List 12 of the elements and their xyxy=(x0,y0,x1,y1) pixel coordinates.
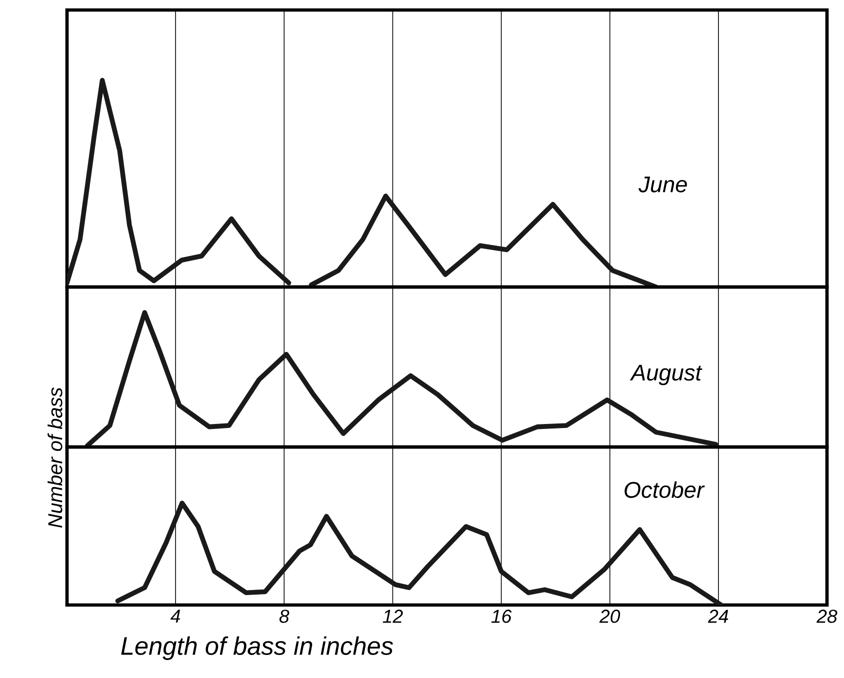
series-label: October xyxy=(624,481,705,498)
x-tick-label: 12 xyxy=(382,610,403,623)
x-tick-label: 8 xyxy=(279,610,290,623)
series-label: August xyxy=(630,364,702,386)
x-tick-label: 16 xyxy=(491,610,512,623)
x-tick-label: 20 xyxy=(599,610,620,623)
x-axis-title: Length of bass in inches xyxy=(121,636,394,660)
x-tick-label: 24 xyxy=(708,610,728,623)
text: June xyxy=(638,176,687,192)
x-tick-label: 28 xyxy=(816,610,838,623)
x-tick-label: 4 xyxy=(170,610,180,623)
y-axis-title: Number of bass xyxy=(48,388,62,528)
